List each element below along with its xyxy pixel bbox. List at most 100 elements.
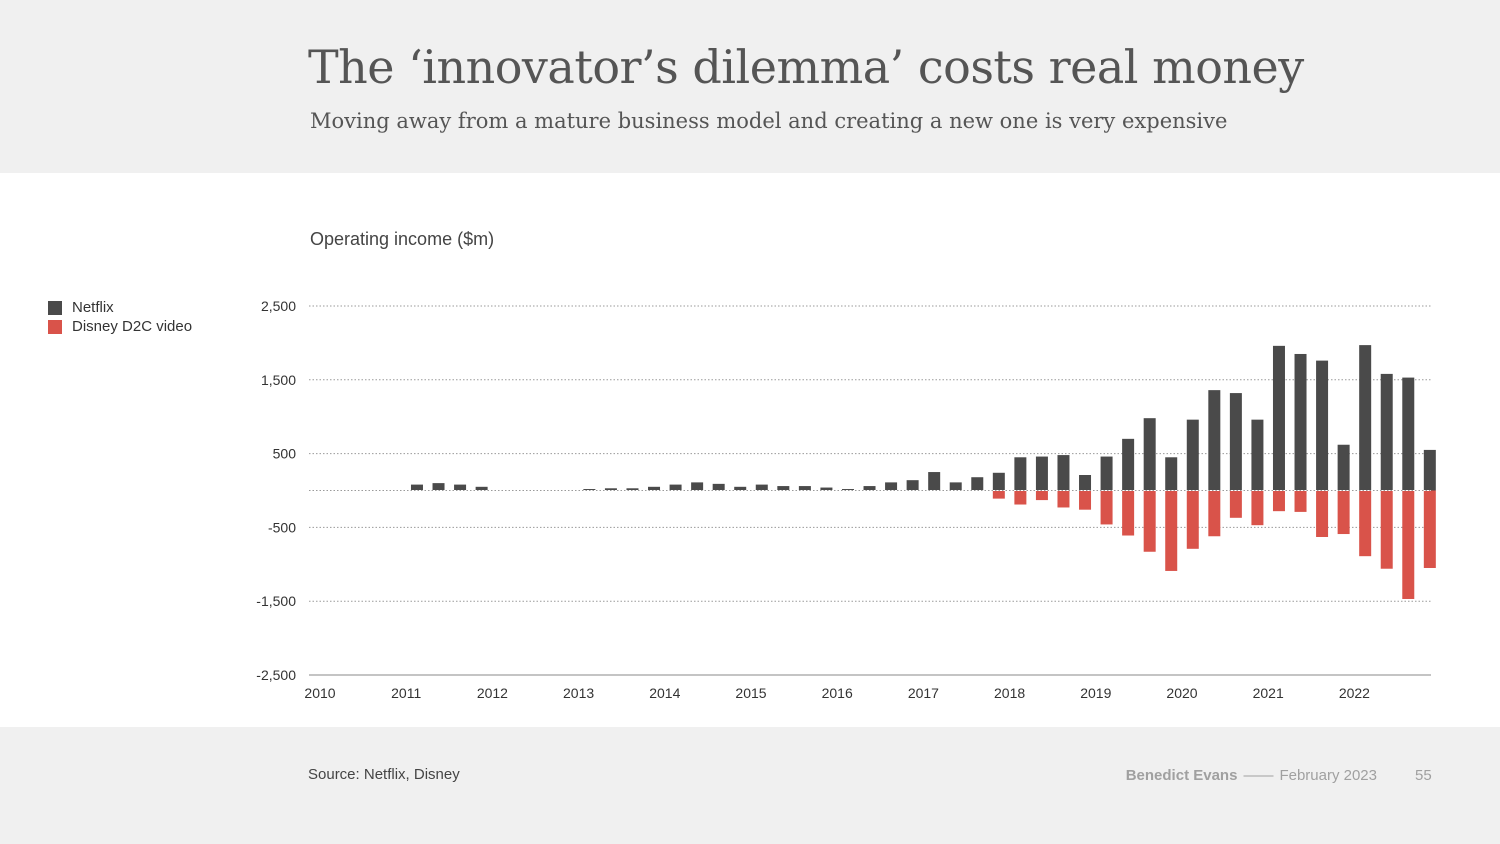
bar-disney bbox=[1251, 490, 1264, 526]
x-tick-label: 2021 bbox=[1253, 685, 1284, 701]
bar-netflix bbox=[1122, 438, 1135, 491]
bar-netflix bbox=[777, 486, 790, 491]
bar-netflix bbox=[928, 472, 941, 491]
bar-netflix bbox=[1229, 393, 1242, 491]
x-tick-label: 2012 bbox=[477, 685, 508, 701]
bar-netflix bbox=[863, 486, 876, 491]
bar-netflix bbox=[583, 489, 596, 491]
attribution: Benedict Evans —— February 2023 bbox=[1126, 767, 1377, 784]
bar-netflix bbox=[648, 486, 661, 491]
bar-disney bbox=[1337, 490, 1350, 535]
x-tick-label: 2017 bbox=[908, 685, 939, 701]
y-tick-label: -2,500 bbox=[256, 667, 296, 683]
bar-netflix bbox=[971, 477, 984, 491]
bar-netflix bbox=[1143, 418, 1156, 491]
bar-disney bbox=[1100, 490, 1113, 525]
bar-netflix bbox=[1316, 360, 1329, 491]
bar-disney bbox=[1294, 490, 1307, 512]
bar-netflix bbox=[820, 487, 833, 491]
slide-subtitle: Moving away from a mature business model… bbox=[310, 109, 1228, 133]
bar-netflix bbox=[1359, 345, 1372, 491]
bar-netflix bbox=[949, 482, 962, 491]
attribution-date: February 2023 bbox=[1279, 767, 1377, 784]
bar-netflix bbox=[1186, 419, 1199, 491]
x-tick-label: 2015 bbox=[735, 685, 766, 701]
bar-netflix bbox=[1272, 345, 1285, 491]
x-tick-label: 2010 bbox=[304, 685, 335, 701]
bar-disney bbox=[992, 490, 1005, 499]
bar-netflix bbox=[1251, 419, 1264, 491]
bar-netflix bbox=[454, 484, 467, 491]
footer-band bbox=[0, 727, 1500, 844]
legend-item-disney: Disney D2C video bbox=[48, 317, 192, 336]
bar-netflix bbox=[1208, 390, 1221, 491]
bar-netflix bbox=[604, 488, 617, 491]
x-tick-label: 2019 bbox=[1080, 685, 1111, 701]
bar-netflix bbox=[992, 472, 1005, 491]
bar-disney bbox=[1014, 490, 1027, 505]
bar-netflix bbox=[906, 480, 919, 491]
bar-netflix bbox=[1079, 475, 1092, 491]
x-tick-label: 2014 bbox=[649, 685, 680, 701]
bar-netflix bbox=[734, 486, 747, 491]
x-tick-label: 2011 bbox=[391, 685, 421, 701]
bar-netflix bbox=[669, 484, 682, 491]
x-tick-label: 2016 bbox=[822, 685, 853, 701]
bar-netflix bbox=[1423, 449, 1436, 491]
chart-legend: Netflix Disney D2C video bbox=[48, 298, 192, 336]
bar-netflix bbox=[1014, 457, 1027, 491]
bar-disney bbox=[1229, 490, 1242, 518]
bar-disney bbox=[1380, 490, 1393, 569]
bar-netflix bbox=[1100, 456, 1113, 491]
bar-disney bbox=[1165, 490, 1178, 571]
y-tick-label: 500 bbox=[273, 446, 297, 462]
x-tick-label: 2020 bbox=[1166, 685, 1197, 701]
y-tick-label: -500 bbox=[268, 519, 296, 535]
page-number: 55 bbox=[1415, 767, 1432, 784]
chart-title: Operating income ($m) bbox=[310, 229, 495, 249]
bar-netflix bbox=[1337, 444, 1350, 491]
bar-netflix bbox=[626, 488, 639, 491]
bar-netflix bbox=[1402, 377, 1415, 491]
slide-title: The ‘innovator’s dilemma’ costs real mon… bbox=[308, 40, 1304, 94]
bar-disney bbox=[1208, 490, 1221, 537]
author-name: Benedict Evans bbox=[1125, 767, 1238, 784]
bar-netflix bbox=[798, 486, 811, 491]
bar-disney bbox=[1035, 490, 1048, 501]
header-band bbox=[0, 0, 1500, 173]
y-tick-label: -1,500 bbox=[256, 593, 296, 609]
bar-disney bbox=[1143, 490, 1156, 552]
bar-disney bbox=[1423, 490, 1436, 568]
bar-netflix bbox=[885, 482, 898, 491]
bar-netflix bbox=[755, 484, 768, 491]
bar-netflix bbox=[432, 483, 445, 491]
legend-swatch-netflix bbox=[48, 300, 62, 315]
bar-netflix bbox=[1057, 455, 1070, 491]
bar-netflix bbox=[712, 483, 725, 491]
legend-label-netflix: Netflix bbox=[72, 299, 114, 316]
legend-item-netflix: Netflix bbox=[48, 298, 192, 317]
bar-disney bbox=[1057, 490, 1070, 508]
bar-disney bbox=[1272, 490, 1285, 512]
source-note: Source: Netflix, Disney bbox=[308, 766, 460, 783]
bar-netflix bbox=[410, 484, 423, 491]
x-tick-label: 2022 bbox=[1339, 685, 1370, 701]
legend-label-disney: Disney D2C video bbox=[72, 318, 193, 335]
legend-swatch-disney bbox=[48, 319, 62, 334]
bar-disney bbox=[1359, 490, 1372, 557]
bar-netflix bbox=[475, 486, 488, 491]
bar-netflix bbox=[691, 482, 704, 491]
x-tick-label: 2013 bbox=[563, 685, 594, 701]
bar-disney bbox=[1402, 490, 1415, 599]
y-tick-label: 1,500 bbox=[261, 372, 296, 388]
bar-disney bbox=[1316, 490, 1329, 537]
y-tick-label: 2,500 bbox=[261, 298, 296, 314]
bar-netflix bbox=[1165, 457, 1178, 491]
bar-netflix bbox=[1380, 373, 1393, 491]
bar-disney bbox=[1122, 490, 1135, 536]
bar-netflix bbox=[1294, 353, 1307, 491]
bar-netflix bbox=[841, 489, 854, 491]
bar-disney bbox=[1079, 490, 1092, 510]
attribution-separator: —— bbox=[1243, 767, 1274, 784]
